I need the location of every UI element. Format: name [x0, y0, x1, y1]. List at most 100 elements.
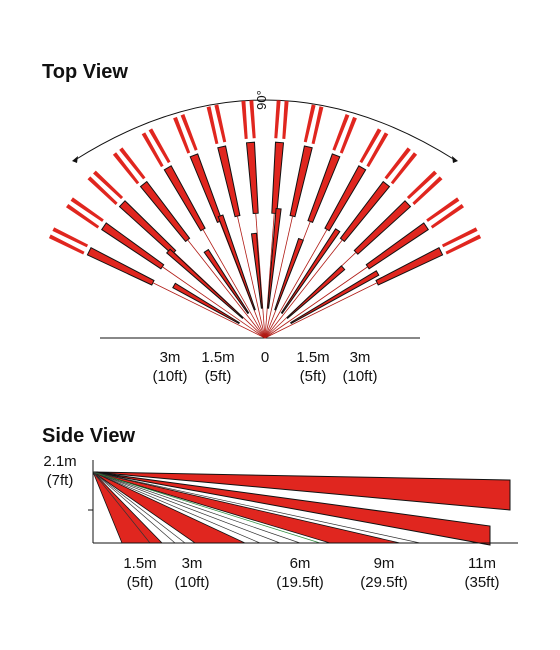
distance-label: 1.5m [201, 349, 234, 366]
side-beam-line [92, 471, 321, 544]
side-distance-label: 6m [290, 555, 311, 572]
outer-zone [406, 170, 437, 200]
height-label-sub: (7ft) [47, 472, 74, 489]
middle-zone [163, 165, 206, 232]
outer-zone [332, 114, 350, 151]
inner-zone [172, 282, 240, 325]
side-beam-line [92, 471, 151, 544]
outer-zone [445, 234, 482, 255]
coverage-arc [74, 99, 456, 161]
outer-zone [70, 197, 104, 222]
outer-zone [412, 176, 443, 205]
beam-line [187, 239, 266, 339]
outer-zone [282, 100, 289, 139]
side-beam-line [92, 471, 186, 544]
outer-zone [93, 170, 124, 200]
distance-label-sub: (5ft) [300, 368, 327, 385]
middle-zone [118, 200, 177, 255]
inner-zone [280, 228, 341, 315]
side-distance-label-sub: (29.5ft) [360, 574, 408, 591]
inner-zone [274, 237, 304, 311]
beam-line [264, 215, 293, 339]
side-view-title: Side View [42, 425, 135, 447]
side-distance-label: 9m [374, 555, 395, 572]
beam-line [152, 282, 266, 339]
side-distance-label-sub: (35ft) [464, 574, 499, 591]
middle-zone [375, 247, 444, 286]
inner-zone [290, 270, 380, 325]
middle-zone [217, 145, 241, 218]
distance-label-sub: (10ft) [152, 368, 187, 385]
beam-line [264, 239, 343, 339]
side-beam-line [92, 471, 301, 544]
outer-zone [430, 204, 464, 229]
top-view-title: Top View [42, 61, 128, 83]
beam-line [202, 229, 266, 339]
side-beam-line [92, 471, 176, 544]
distance-label-sub: (5ft) [205, 368, 232, 385]
side-distance-label-sub: (5ft) [127, 574, 154, 591]
middle-zone [353, 200, 412, 255]
outer-zone [311, 106, 324, 145]
middle-zone [289, 145, 313, 218]
beam-line [237, 215, 266, 339]
outer-zone [303, 104, 316, 143]
side-distance-label: 3m [182, 555, 203, 572]
beam-line [264, 282, 378, 339]
inner-zone [217, 214, 256, 311]
beam-line [162, 266, 266, 339]
height-label: 2.1m [43, 453, 76, 470]
distance-label: 3m [160, 349, 181, 366]
side-beam-line [92, 471, 421, 544]
side-zone [92, 471, 491, 546]
inner-zone [267, 207, 282, 309]
outer-zone [359, 128, 382, 164]
middle-zone [307, 153, 341, 224]
outer-zone [441, 227, 478, 248]
side-distance-label-sub: (19.5ft) [276, 574, 324, 591]
beam-line [264, 266, 368, 339]
outer-zone [206, 106, 219, 145]
middle-zone [271, 141, 285, 215]
inner-zone [286, 265, 346, 320]
outer-zone [87, 176, 118, 205]
outer-zone [249, 100, 256, 139]
middle-zone [101, 222, 165, 270]
beam-line [264, 229, 328, 339]
side-beam-line [92, 471, 281, 544]
outer-zone [214, 104, 227, 143]
outer-zone [141, 132, 164, 168]
beam-line [264, 213, 275, 339]
side-beam-line [92, 471, 261, 544]
distance-label: 0 [261, 349, 269, 366]
outer-zone [339, 116, 357, 154]
middle-zone [324, 165, 367, 232]
side-zone [92, 471, 511, 511]
outer-zone [426, 197, 460, 222]
beam-line [255, 213, 266, 339]
distance-label: 1.5m [296, 349, 329, 366]
distance-label: 3m [350, 349, 371, 366]
outer-zone [148, 128, 171, 164]
outer-zone [366, 132, 389, 168]
outer-zone [173, 116, 191, 154]
inner-zone [250, 232, 263, 309]
outer-zone [384, 147, 411, 180]
side-distance-label: 11m [468, 555, 496, 572]
outer-zone [274, 100, 281, 139]
inner-zone [203, 248, 250, 315]
outer-zone [390, 152, 418, 185]
outer-zone [48, 234, 85, 255]
outer-zone [112, 152, 140, 185]
arc-end [72, 156, 78, 163]
outer-zone [66, 204, 100, 229]
side-distance-label-sub: (10ft) [174, 574, 209, 591]
middle-zone [365, 222, 429, 270]
side-distance-label: 1.5m [123, 555, 156, 572]
outer-zone [180, 114, 198, 151]
distance-label-sub: (10ft) [342, 368, 377, 385]
middle-zone [139, 180, 191, 243]
outer-zone [119, 147, 146, 180]
middle-zone [86, 247, 155, 286]
